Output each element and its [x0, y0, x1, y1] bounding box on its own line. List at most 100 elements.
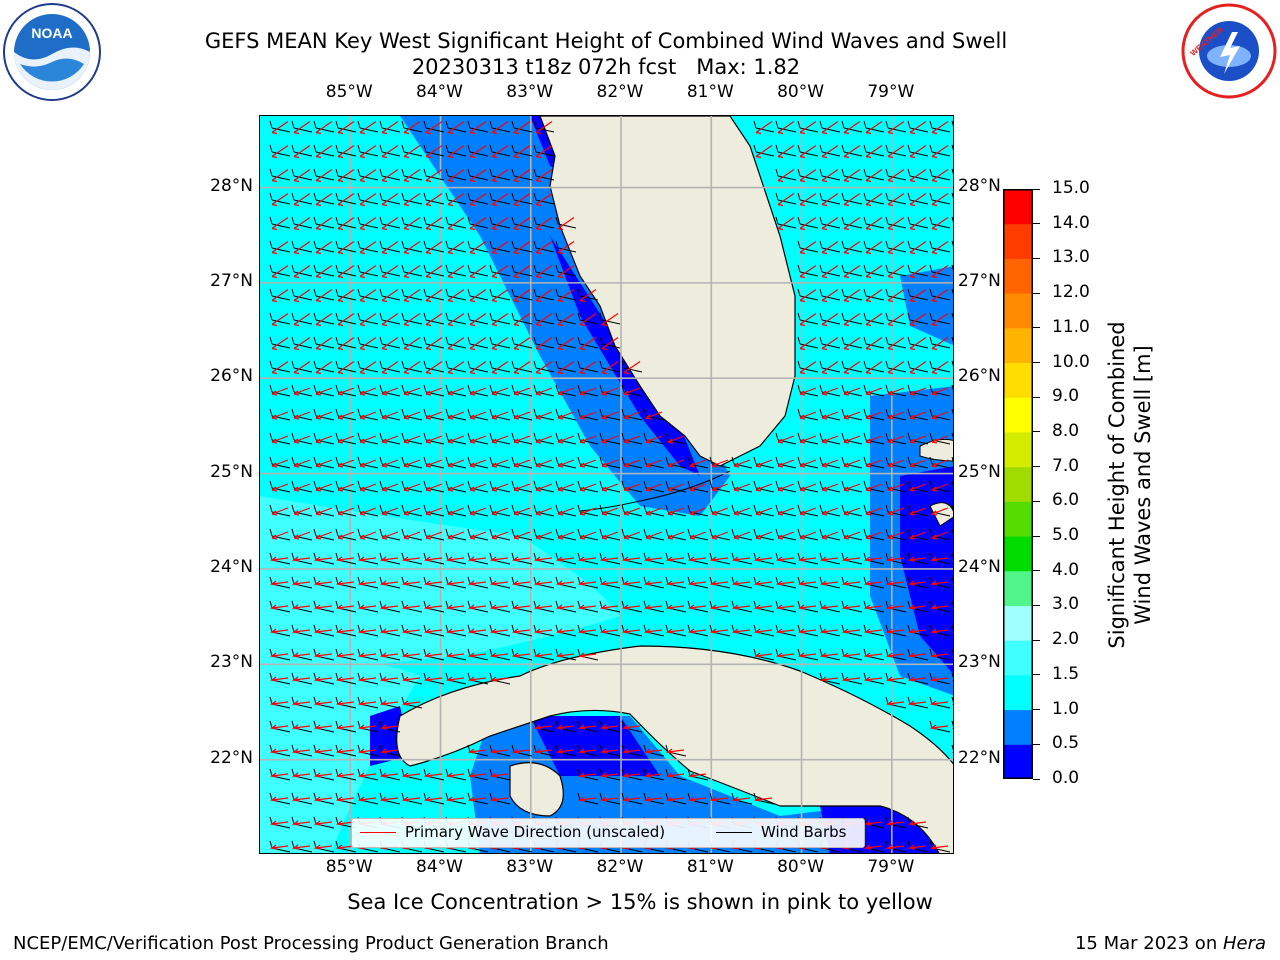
- wave-arrow: [359, 361, 377, 375]
- wave-arrow: [799, 145, 817, 159]
- wave-arrow: [865, 193, 883, 207]
- wind-barb: [533, 240, 555, 253]
- wind-barb: [775, 216, 797, 229]
- wave-arrow: [403, 361, 421, 375]
- wave-arrow: [819, 676, 839, 682]
- wave-arrow: [379, 748, 399, 754]
- wave-arrow: [887, 435, 905, 444]
- wind-barb: [269, 360, 291, 373]
- wave-arrow: [315, 217, 333, 231]
- wind-barb: [269, 216, 291, 229]
- wave-arrow: [467, 556, 487, 562]
- wave-arrow: [865, 507, 883, 516]
- wave-arrow: [557, 313, 575, 327]
- wave-arrow: [621, 604, 641, 610]
- wave-arrow: [821, 217, 839, 231]
- wind-barb: [357, 336, 379, 349]
- wave-arrow: [601, 459, 619, 468]
- wind-barb: [357, 312, 379, 325]
- wave-arrow: [865, 121, 883, 135]
- wind-barb: [269, 192, 291, 205]
- wave-arrow: [577, 628, 597, 634]
- wave-arrow: [359, 169, 377, 183]
- wave-arrow: [599, 628, 619, 634]
- wave-arrow: [841, 652, 861, 658]
- wave-arrow: [447, 507, 465, 516]
- wave-arrow: [491, 121, 509, 135]
- wave-arrow: [711, 507, 729, 516]
- wave-arrow: [755, 507, 773, 516]
- wave-arrow: [489, 676, 509, 682]
- wave-arrow: [863, 652, 883, 658]
- wave-arrow: [577, 724, 597, 730]
- wind-barb: [489, 168, 511, 181]
- wave-arrow: [445, 772, 465, 778]
- wave-arrow: [381, 483, 399, 492]
- wind-barb: [885, 360, 907, 373]
- colorbar-label-line2: Wind Waves and Swell [m]: [1131, 345, 1155, 625]
- wave-arrow: [799, 411, 817, 420]
- wave-arrow: [271, 169, 289, 183]
- wave-arrow: [909, 217, 927, 231]
- wave-arrow: [533, 556, 553, 562]
- colorbar-segment: [1003, 536, 1033, 572]
- wind-barb: [489, 288, 511, 301]
- wave-arrow: [731, 556, 751, 562]
- wind-barb: [863, 336, 885, 349]
- wave-arrow: [423, 772, 443, 778]
- wind-barb: [841, 120, 863, 133]
- wave-arrow: [357, 700, 377, 706]
- wave-arrow: [887, 387, 905, 396]
- wave-arrow: [291, 580, 311, 586]
- colorbar-segment: [1003, 293, 1033, 329]
- wind-barb: [841, 168, 863, 181]
- wave-arrow: [337, 435, 355, 444]
- wave-arrow: [293, 217, 311, 231]
- wave-arrow: [909, 337, 927, 351]
- wind-barb: [907, 120, 929, 133]
- wave-arrow: [555, 652, 575, 658]
- wind-barb: [335, 264, 357, 277]
- wave-arrow: [775, 604, 795, 610]
- wave-arrow: [885, 556, 905, 562]
- y-tick-right: 24°N: [958, 556, 1001, 577]
- wave-arrow: [909, 387, 927, 396]
- wave-arrow: [799, 265, 817, 279]
- wind-barb: [555, 288, 577, 301]
- wave-arrow: [753, 556, 773, 562]
- wind-barb: [929, 360, 951, 373]
- wave-arrow: [799, 313, 817, 327]
- wave-arrow: [271, 145, 289, 159]
- wind-barb: [423, 168, 445, 181]
- wave-arrow: [269, 772, 289, 778]
- wave-arrow: [269, 844, 289, 850]
- wind-barb: [357, 240, 379, 253]
- wave-arrow: [733, 483, 751, 492]
- wave-arrow: [445, 652, 465, 658]
- wave-arrow: [315, 289, 333, 303]
- wind-barb: [797, 336, 819, 349]
- wave-arrow: [269, 796, 289, 802]
- wave-arrow: [445, 676, 465, 682]
- wind-barb: [555, 360, 577, 373]
- wave-arrow: [401, 556, 421, 562]
- wave-arrow: [425, 121, 443, 135]
- wind-barb: [819, 288, 841, 301]
- wave-arrow: [711, 531, 729, 540]
- wind-barb: [863, 312, 885, 325]
- wave-arrow: [687, 556, 707, 562]
- wave-arrow: [357, 556, 377, 562]
- wind-barb: [291, 312, 313, 325]
- wave-arrow: [293, 531, 311, 540]
- wind-barb: [819, 336, 841, 349]
- colorbar-segment: [1003, 397, 1033, 433]
- wave-arrow: [271, 459, 289, 468]
- wave-arrow: [885, 604, 905, 610]
- wave-arrow: [337, 313, 355, 327]
- wave-arrow: [379, 796, 399, 802]
- wind-barb: [929, 240, 951, 253]
- wind-barb: [533, 120, 555, 133]
- wave-arrow: [667, 507, 685, 516]
- wind-barb: [467, 216, 489, 229]
- wave-arrow: [269, 580, 289, 586]
